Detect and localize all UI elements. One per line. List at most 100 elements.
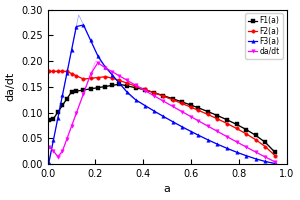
da/dt bbox=[263, 156, 267, 158]
F2(a) bbox=[244, 133, 248, 135]
F1(a) bbox=[143, 89, 147, 91]
F2(a) bbox=[254, 139, 257, 141]
F2(a) bbox=[65, 70, 69, 73]
Line: F2(a): F2(a) bbox=[47, 70, 277, 157]
F3(a) bbox=[189, 130, 193, 133]
F3(a) bbox=[134, 99, 138, 101]
da/dt bbox=[110, 71, 114, 73]
Line: F3(a): F3(a) bbox=[47, 23, 277, 165]
F1(a) bbox=[110, 84, 114, 87]
F3(a) bbox=[103, 65, 107, 68]
da/dt bbox=[74, 112, 78, 114]
F2(a) bbox=[134, 85, 138, 87]
F3(a) bbox=[180, 125, 184, 128]
F1(a) bbox=[65, 97, 69, 100]
F3(a) bbox=[206, 139, 210, 141]
F1(a) bbox=[189, 104, 193, 106]
F2(a) bbox=[216, 118, 219, 120]
da/dt bbox=[103, 66, 107, 69]
da/dt bbox=[152, 95, 156, 97]
F3(a) bbox=[74, 25, 78, 28]
da/dt bbox=[235, 141, 238, 143]
F1(a) bbox=[47, 119, 51, 121]
F2(a) bbox=[74, 75, 78, 77]
F2(a) bbox=[96, 76, 100, 79]
da/dt bbox=[96, 62, 100, 64]
da/dt bbox=[134, 84, 138, 87]
F3(a) bbox=[225, 147, 229, 150]
F1(a) bbox=[125, 85, 128, 87]
Line: da/dt: da/dt bbox=[47, 61, 277, 164]
F2(a) bbox=[235, 127, 238, 130]
X-axis label: a: a bbox=[164, 184, 171, 194]
F1(a) bbox=[134, 87, 138, 89]
F3(a) bbox=[110, 74, 114, 76]
F1(a) bbox=[70, 91, 73, 93]
F3(a) bbox=[254, 158, 257, 160]
F3(a) bbox=[162, 115, 165, 118]
F2(a) bbox=[263, 145, 267, 148]
da/dt bbox=[225, 135, 229, 138]
F3(a) bbox=[143, 104, 147, 107]
F3(a) bbox=[125, 90, 128, 93]
F2(a) bbox=[162, 95, 165, 97]
F2(a) bbox=[152, 92, 156, 94]
da/dt bbox=[125, 79, 128, 81]
Y-axis label: da/dt: da/dt bbox=[6, 72, 16, 101]
F2(a) bbox=[196, 109, 200, 111]
da/dt bbox=[162, 100, 165, 102]
F1(a) bbox=[118, 83, 121, 85]
F2(a) bbox=[180, 102, 184, 105]
F1(a) bbox=[180, 101, 184, 103]
F3(a) bbox=[96, 55, 100, 57]
da/dt bbox=[244, 146, 248, 148]
F1(a) bbox=[171, 97, 175, 100]
F2(a) bbox=[225, 122, 229, 125]
F3(a) bbox=[82, 24, 85, 26]
F2(a) bbox=[61, 70, 64, 73]
F2(a) bbox=[89, 77, 92, 79]
F1(a) bbox=[61, 104, 64, 107]
F1(a) bbox=[96, 86, 100, 89]
da/dt bbox=[171, 105, 175, 108]
da/dt bbox=[56, 156, 60, 158]
F3(a) bbox=[171, 120, 175, 123]
F3(a) bbox=[216, 143, 219, 145]
F1(a) bbox=[235, 123, 238, 126]
da/dt bbox=[254, 151, 257, 153]
F3(a) bbox=[196, 134, 200, 136]
F1(a) bbox=[103, 85, 107, 88]
da/dt bbox=[196, 120, 200, 122]
F3(a) bbox=[273, 162, 277, 165]
F1(a) bbox=[74, 90, 78, 92]
F3(a) bbox=[61, 94, 64, 97]
F1(a) bbox=[89, 88, 92, 90]
F2(a) bbox=[171, 99, 175, 101]
da/dt bbox=[143, 89, 147, 92]
da/dt bbox=[216, 130, 219, 133]
da/dt bbox=[273, 161, 277, 163]
da/dt bbox=[206, 125, 210, 127]
F2(a) bbox=[143, 88, 147, 91]
F2(a) bbox=[52, 70, 55, 73]
F1(a) bbox=[196, 107, 200, 109]
F1(a) bbox=[263, 141, 267, 144]
F2(a) bbox=[206, 113, 210, 116]
F1(a) bbox=[52, 118, 55, 120]
F2(a) bbox=[70, 72, 73, 75]
da/dt bbox=[65, 137, 69, 140]
da/dt bbox=[47, 145, 51, 148]
F1(a) bbox=[152, 92, 156, 94]
da/dt bbox=[82, 92, 85, 95]
F3(a) bbox=[263, 160, 267, 163]
F2(a) bbox=[110, 77, 114, 79]
F1(a) bbox=[273, 151, 277, 153]
F2(a) bbox=[189, 106, 193, 108]
F3(a) bbox=[89, 39, 92, 42]
da/dt bbox=[89, 73, 92, 75]
F2(a) bbox=[56, 70, 60, 73]
da/dt bbox=[52, 150, 55, 152]
da/dt bbox=[180, 110, 184, 113]
F3(a) bbox=[152, 110, 156, 112]
F1(a) bbox=[216, 114, 219, 117]
